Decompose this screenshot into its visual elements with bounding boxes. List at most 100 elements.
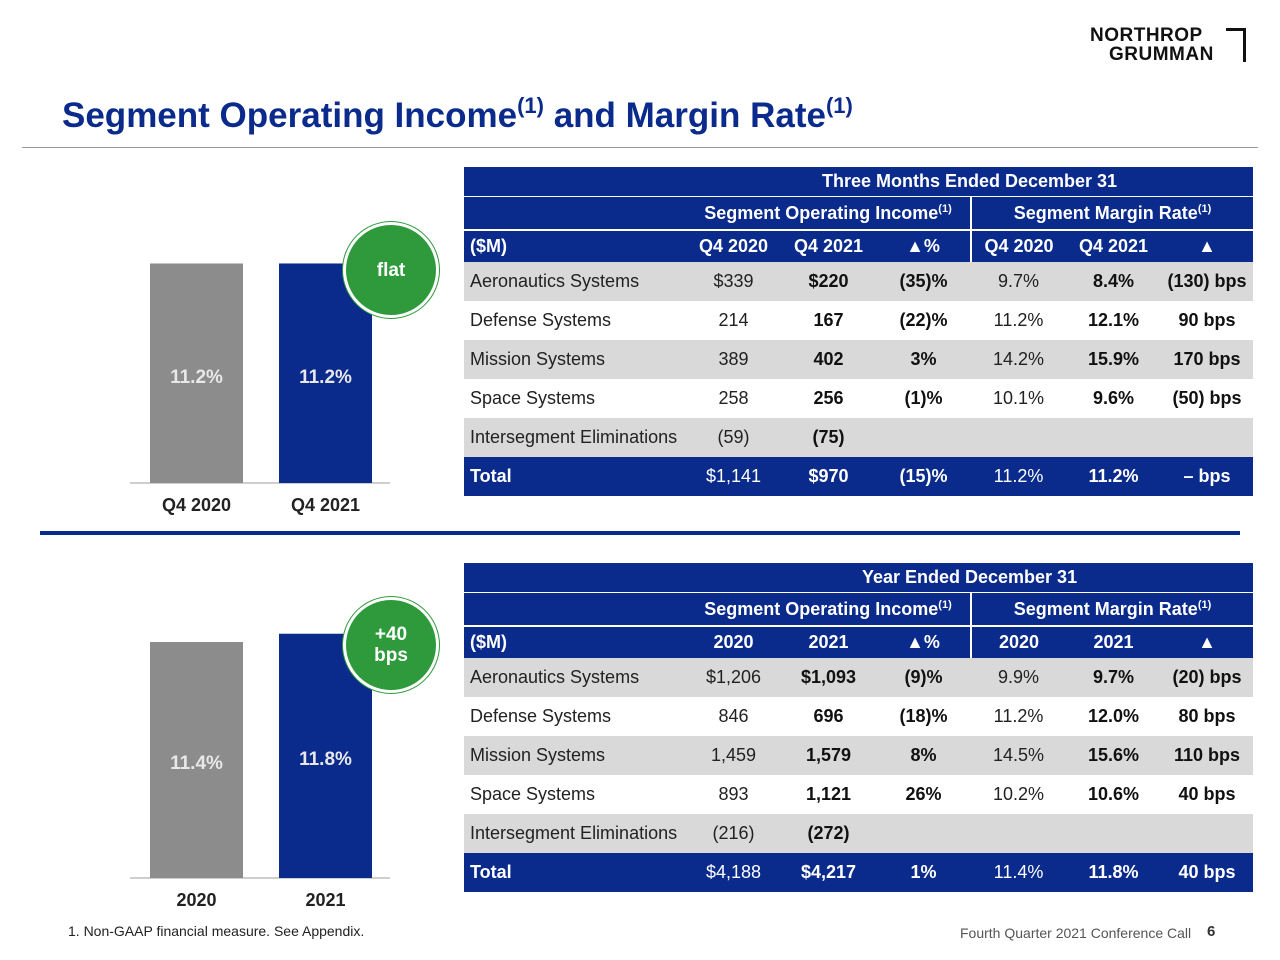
table-cell: (272) [781,814,876,853]
row-label: Aeronautics Systems [464,262,686,301]
table-cell: 1,121 [805,784,852,804]
operating-income-group-header: Segment Operating Income(1) [686,196,971,230]
logo-line-1: NORTHROP [1090,25,1203,46]
column-header: Q4 2020 [686,229,781,262]
q4-chart-svg: 11.2% Q4 2020 11.2% Q4 2021 [130,263,390,515]
table-cell: 11.2% [993,310,1044,330]
column-header: ▲ [1161,625,1254,658]
table-cell: 3% [876,340,971,379]
table-cell: 12.1% [1087,310,1140,330]
table-cell: 14.5% [971,736,1066,775]
table-row: Mission Systems 389 402 3% 14.2% 15.9% 170 bps [464,340,1254,379]
table-cell: 10.2% [992,784,1045,804]
table-cell: 402 [781,340,876,379]
table-cell: (59) [686,418,781,457]
title-main: Segment Operating Income [62,96,518,135]
table-row: Aeronautics Systems $1,206 $1,093 (9)% 9.9% 9… [464,658,1254,697]
column-header: 2021 [1066,625,1161,658]
table-cell: 80 bps [1178,706,1236,726]
q4-margin-bar-chart: 11.2% Q4 2020 11.2% Q4 2021 flat [130,160,439,520]
table-row: Aeronautics Systems $339 $220 (35)% 9.7% 8.4%… [464,262,1254,301]
row-label: Aeronautics Systems [464,658,686,697]
table-cell [971,418,1066,457]
total-cell: $970 [781,457,876,496]
table-cell: 26% [905,784,942,804]
table-cell: (22)% [899,310,948,330]
fy-change-badge: +40 bps [343,597,439,693]
column-header: Q4 2021 [1066,229,1161,262]
total-cell: $4,217 [781,853,876,892]
table-row: Space Systems 258 256 (1)% 10.1% 9.6% (50) bps [464,379,1253,418]
footnote-ref: (1) [1197,202,1212,215]
table-cell: $1,206 [686,658,781,697]
operating-income-group-header: Segment Operating Income(1) [686,592,971,626]
column-header: Q4 2020 [970,229,1066,262]
table-cell: 170 bps [1161,340,1254,379]
period-header: Year Ended December 31 [686,563,1254,593]
logo-line-2: GRUMMAN [1109,44,1214,65]
table-row: Defense Systems 846 696 (18)% 11.2% 12.0% 80 b… [464,697,1253,736]
unit-header: ($M) [464,229,686,262]
total-cell: 1% [876,853,971,892]
x-tick-label: 2021 [305,890,345,910]
table-cell [971,814,1066,853]
table-cell: (18)% [899,706,948,726]
page-title: Segment Operating Income(1) and Margin R… [62,93,853,136]
row-label: Defense Systems [470,706,612,726]
total-cell: (15)% [876,457,971,496]
table-cell: 11.2% [993,706,1044,726]
x-tick-label: Q4 2020 [162,495,231,515]
title-footnote-ref-1: (1) [517,93,544,118]
bar-data-label: 11.8% [299,749,352,770]
table-cell: 14.2% [971,340,1066,379]
table-cell [1161,814,1254,853]
table-cell: (1)% [904,388,943,408]
footnote-ref: (1) [938,598,952,611]
company-logo: NORTHROP GRUMMAN [1090,26,1260,66]
table-cell [876,418,971,457]
table-cell: 893 [718,784,749,804]
total-cell: 11.4% [971,853,1066,892]
logo-bracket-top [1226,28,1246,31]
table-cell: 12.0% [1087,706,1140,726]
row-label: Space Systems [470,388,596,408]
table-cell: 15.6% [1066,736,1161,775]
q4-badge-text: flat [376,259,406,281]
table-cell: 9.9% [971,658,1066,697]
table-cell: 8.4% [1066,262,1161,301]
table-row: Intersegment Eliminations (216) (272) [464,814,1254,853]
table-cell: $1,093 [781,658,876,697]
title-mid: and Margin Rate [543,96,826,135]
table-cell [1066,418,1161,457]
table-cell: 8% [876,736,971,775]
x-tick-label: Q4 2021 [291,495,360,515]
table-cell: 846 [718,706,749,726]
table-row: Intersegment Eliminations (59) (75) [464,418,1254,457]
table-corner [464,563,686,593]
total-cell: – bps [1161,457,1254,496]
column-header: Q4 2021 [781,229,876,262]
table-row: Defense Systems 214 167 (22)% 11.2% 12.1% 90 b… [464,301,1253,340]
table-cell: (216) [686,814,781,853]
table-cell: 214 [718,310,749,330]
total-label: Total [464,853,686,892]
table-cell: 256 [813,388,844,408]
table-cell: 110 bps [1161,736,1254,775]
bar-data-label: 11.2% [170,367,223,388]
table-cell: 696 [813,706,844,726]
row-label: Defense Systems [470,310,612,330]
column-header: ▲% [876,625,971,658]
column-header: 2021 [781,625,876,658]
period-header: Three Months Ended December 31 [686,167,1254,197]
bar-data-label: 11.4% [170,753,223,774]
table-cell: 90 bps [1178,310,1236,330]
table-cell: 10.6% [1087,784,1140,804]
total-cell: 11.2% [1066,457,1161,496]
total-cell: $1,141 [686,457,781,496]
table-cell: 9.7% [971,262,1066,301]
q4-change-badge: flat [343,222,439,318]
title-footnote-ref-2: (1) [825,93,853,118]
table-cell: $339 [686,262,781,301]
total-cell: 11.8% [1066,853,1161,892]
total-row: Total $1,141 $970 (15)% 11.2% 11.2% – bps [464,457,1254,496]
